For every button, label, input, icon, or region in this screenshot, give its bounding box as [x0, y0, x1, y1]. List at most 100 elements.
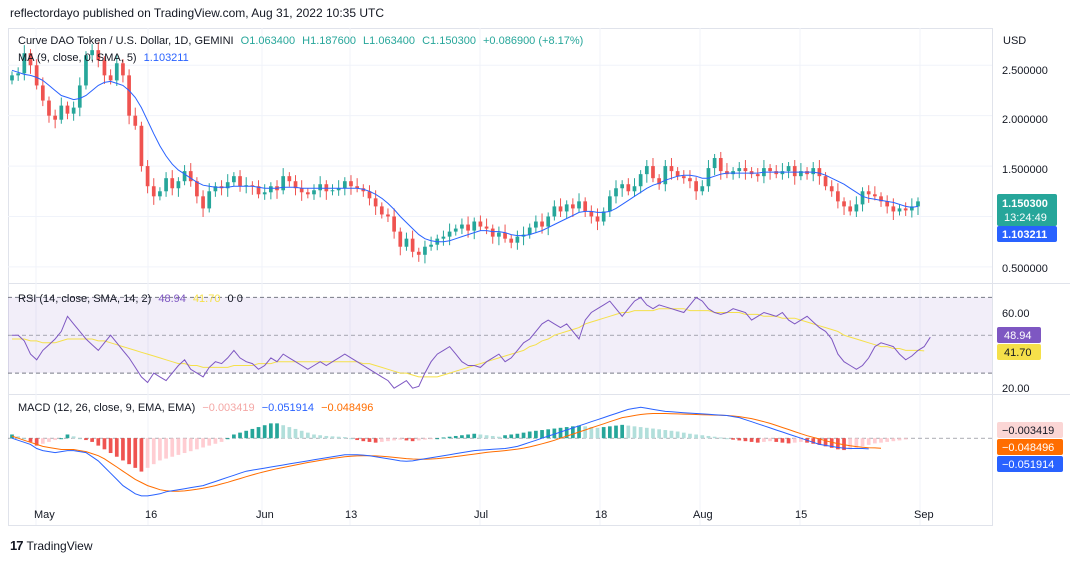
macd-hist-bar: [441, 437, 446, 439]
candle-body: [663, 166, 668, 185]
candle-body: [675, 171, 680, 177]
macd-hist-bar: [601, 427, 606, 439]
macd-hist-bar: [225, 438, 230, 440]
rsi-tag-value: 48.94: [1004, 330, 1032, 342]
macd-hist-bar: [435, 438, 440, 440]
candle: [355, 178, 359, 193]
candle: [885, 195, 890, 214]
candle-body: [515, 236, 520, 243]
rsi-sma-value: 41.70: [192, 293, 221, 305]
candle: [453, 224, 458, 236]
macd-hist-bar: [404, 438, 409, 441]
macd-hist-bar: [607, 426, 612, 439]
macd-hist-bar: [16, 436, 21, 439]
candle-body: [681, 176, 686, 179]
ma-line: [11, 69, 919, 243]
candle: [145, 160, 150, 194]
candle: [694, 177, 698, 200]
candle-body: [84, 55, 88, 86]
candle: [595, 208, 600, 231]
candle-body: [133, 115, 138, 126]
candle-body: [601, 211, 606, 222]
candle-body: [854, 204, 859, 212]
candle-body: [145, 166, 150, 187]
candle-body: [386, 214, 390, 217]
candle-body: [527, 227, 532, 235]
candle: [96, 42, 101, 68]
macd-hist-bar: [712, 436, 717, 439]
candle-body: [164, 178, 168, 192]
candle: [121, 59, 125, 83]
macd-hist-bar: [620, 424, 625, 439]
symbol-label[interactable]: Curve DAO Token / U.S. Dollar, 1D, GEMIN…: [18, 35, 234, 47]
macd-hist-bar: [848, 438, 853, 450]
candle: [620, 180, 625, 197]
candle-body: [453, 228, 458, 232]
ma-label[interactable]: MA (9, close, 0, SMA, 5): [18, 52, 137, 64]
macd-hist-bar: [324, 435, 329, 439]
macd-hist-bar: [854, 438, 859, 448]
rsi-sma-line: [12, 308, 925, 378]
candle: [158, 187, 162, 201]
candle: [114, 55, 119, 86]
candle-body: [836, 191, 840, 202]
candle: [71, 101, 76, 121]
candle-body: [287, 176, 292, 182]
candle: [361, 184, 366, 197]
macd-hist-bar: [269, 423, 273, 439]
candle-body: [460, 224, 464, 229]
macd-hist-bar: [170, 438, 175, 457]
candle-body: [447, 231, 452, 237]
macd-hist-bar: [768, 438, 772, 442]
candle-body: [774, 171, 779, 175]
candle: [256, 180, 261, 199]
macd-hist-bar: [484, 435, 489, 439]
candle: [195, 177, 199, 204]
candle: [879, 192, 883, 207]
candle-body: [90, 50, 94, 56]
macd-hist-bar: [275, 423, 279, 439]
macd-hist-bar: [873, 438, 877, 444]
rsi-band-background: [8, 296, 992, 374]
candle: [651, 158, 655, 183]
macd-hist-bar: [644, 427, 649, 439]
time-label: Sep: [914, 509, 934, 521]
macd-hist-bar: [725, 438, 729, 440]
macd-histogram: [8, 423, 992, 472]
rsi-label[interactable]: RSI (14, close, SMA, 14, 2): [18, 293, 152, 305]
macd-hist-bar: [213, 438, 218, 444]
candle: [663, 160, 668, 192]
candle-body: [151, 186, 156, 197]
footer-brand[interactable]: TradingView: [26, 538, 93, 553]
macd-hist-bar: [842, 438, 846, 451]
macd-signal-tag: −0.048496: [997, 439, 1063, 455]
macd-hist-bar: [755, 438, 760, 443]
macd-hist-bar: [472, 433, 477, 439]
macd-hist-bar: [891, 438, 896, 442]
macd-hist-bar: [47, 438, 51, 442]
candle: [786, 162, 791, 179]
candle-body: [28, 53, 33, 66]
candle-body: [262, 192, 267, 195]
candle: [59, 97, 64, 124]
macd-line-tag: −0.051914: [997, 456, 1063, 472]
candle: [188, 163, 193, 187]
candle: [490, 224, 495, 244]
candle: [897, 204, 902, 216]
candle-body: [355, 186, 359, 189]
macd-hist-bar: [700, 435, 705, 439]
candle-body: [688, 178, 692, 182]
candle-body: [817, 168, 822, 177]
macd-hist-bar: [355, 438, 359, 441]
candle: [305, 188, 310, 199]
macd-hist-bar: [632, 426, 637, 439]
candle-body: [40, 85, 45, 101]
macd-label[interactable]: MACD (12, 26, close, 9, EMA, EMA): [18, 402, 196, 414]
candle: [225, 174, 230, 197]
candle-body: [497, 232, 501, 237]
candle-body: [96, 50, 101, 61]
candle: [601, 207, 606, 226]
candle: [207, 183, 212, 213]
time-label: Jul: [474, 509, 488, 521]
